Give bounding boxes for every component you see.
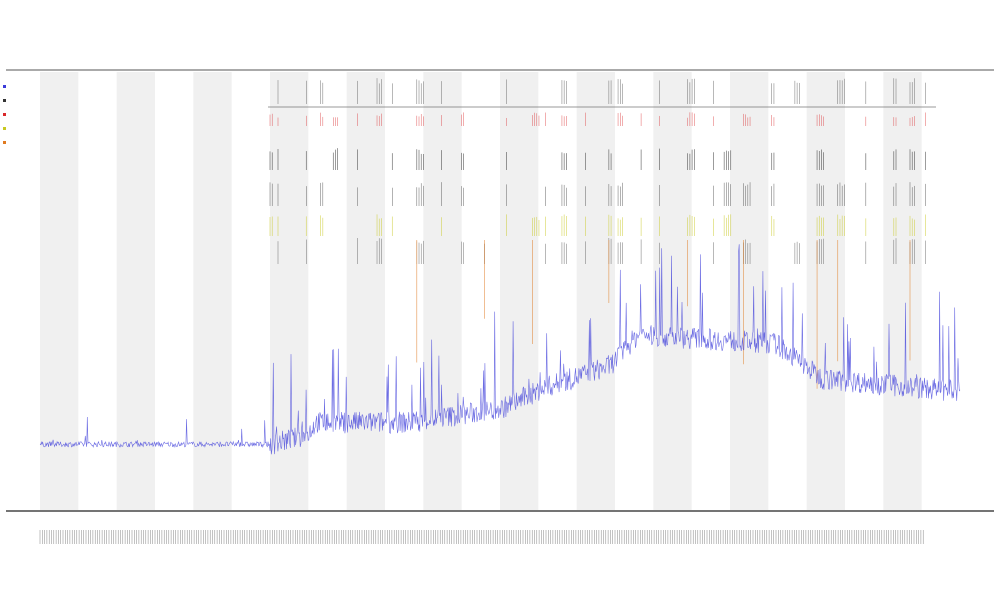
background-band (500, 72, 539, 510)
background-band (116, 72, 155, 510)
series-line (39, 244, 961, 455)
background-band (883, 72, 922, 510)
legend-swatch (3, 99, 6, 102)
background-band (423, 72, 462, 510)
legend-swatch (3, 127, 6, 130)
background-band (653, 72, 692, 510)
legend (3, 85, 6, 144)
x-tick-labels (39, 530, 924, 544)
background-band (193, 72, 232, 510)
legend-swatch (3, 85, 6, 88)
background-band (576, 72, 615, 510)
background-band (270, 72, 309, 510)
background-band (730, 72, 769, 510)
background-band (40, 72, 79, 510)
background-band (806, 72, 845, 510)
legend-swatch (3, 141, 6, 144)
legend-swatch (3, 113, 6, 116)
event-marks (269, 78, 926, 389)
series-line-group (39, 244, 961, 455)
background-band (346, 72, 385, 510)
